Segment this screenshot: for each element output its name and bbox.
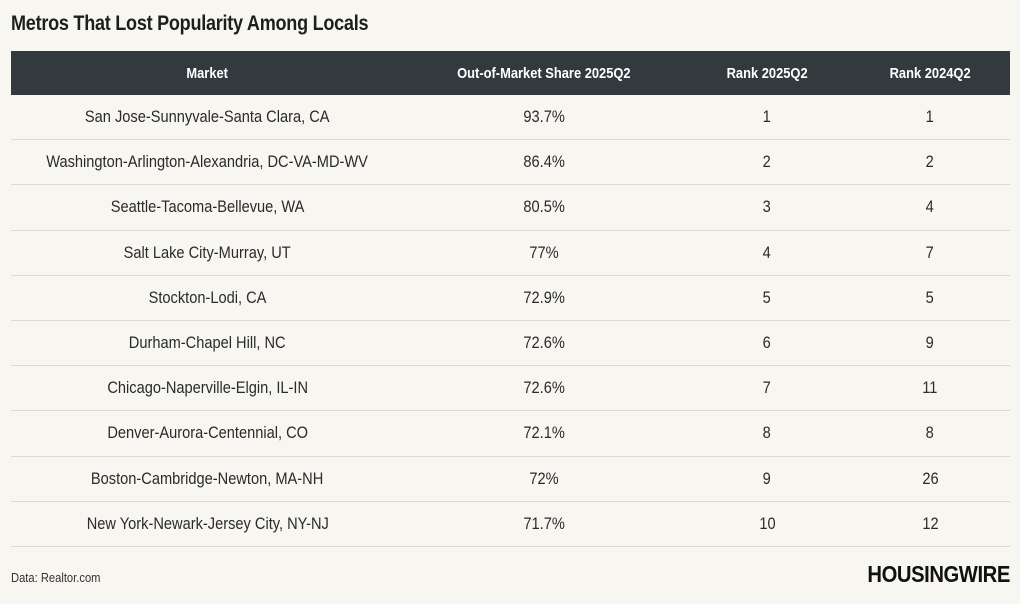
cell-rank-2025q2: 9 xyxy=(762,468,772,488)
table-row: Boston-Cambridge-Newton, MA-NH 72% 9 26 xyxy=(11,457,1010,502)
cell-rank-2024q2: 7 xyxy=(925,242,935,262)
cell-market: Boston-Cambridge-Newton, MA-NH xyxy=(91,468,324,488)
cell-rank-2024q2: 8 xyxy=(925,423,935,443)
cell-market: New York-Newark-Jersey City, NY-NJ xyxy=(86,513,329,533)
table-row: Denver-Aurora-Centennial, CO 72.1% 8 8 xyxy=(11,411,1010,457)
cell-share: 72.1% xyxy=(523,423,565,443)
cell-rank-2025q2: 2 xyxy=(762,152,772,172)
cell-market: San Jose-Sunnyvale-Santa Clara, CA xyxy=(85,107,330,127)
cell-share: 86.4% xyxy=(523,152,565,172)
cell-rank-2024q2: 1 xyxy=(925,107,935,127)
cell-rank-2025q2: 7 xyxy=(762,378,772,398)
cell-market: Washington-Arlington-Alexandria, DC-VA-M… xyxy=(46,152,369,172)
cell-rank-2024q2: 12 xyxy=(921,513,939,533)
cell-market: Salt Lake City-Murray, UT xyxy=(123,242,292,262)
cell-market: Durham-Chapel Hill, NC xyxy=(129,333,286,353)
table-header: Market Out-of-Market Share 2025Q2 Rank 2… xyxy=(11,51,1010,95)
cell-market: Denver-Aurora-Centennial, CO xyxy=(107,423,308,443)
cell-share: 93.7% xyxy=(523,107,565,127)
cell-rank-2025q2: 4 xyxy=(762,242,772,262)
cell-market: Chicago-Naperville-Elgin, IL-IN xyxy=(107,378,308,398)
header-rank-2025q2[interactable]: Rank 2025Q2 xyxy=(726,64,808,82)
cell-rank-2024q2: 11 xyxy=(922,378,938,398)
table-row: Stockton-Lodi, CA 72.9% 5 5 xyxy=(11,276,1010,321)
table-body: San Jose-Sunnyvale-Santa Clara, CA 93.7% 1… xyxy=(11,95,1010,547)
cell-rank-2025q2: 3 xyxy=(762,197,772,217)
header-out-of-market-share[interactable]: Out-of-Market Share 2025Q2 xyxy=(457,64,631,82)
cell-rank-2024q2: 4 xyxy=(925,197,935,217)
table-row: Chicago-Naperville-Elgin, IL-IN 72.6% 7 11 xyxy=(11,366,1010,412)
cell-rank-2025q2: 1 xyxy=(762,107,772,127)
table-row: San Jose-Sunnyvale-Santa Clara, CA 93.7% 1… xyxy=(11,95,1010,141)
cell-share: 80.5% xyxy=(523,197,565,217)
cell-rank-2025q2: 5 xyxy=(762,287,772,307)
page-title: Metros That Lost Popularity Among Locals xyxy=(11,12,369,35)
cell-rank-2024q2: 5 xyxy=(925,287,935,307)
cell-share: 77% xyxy=(529,242,559,262)
cell-rank-2025q2: 6 xyxy=(762,333,772,353)
table-row: Washington-Arlington-Alexandria, DC-VA-M… xyxy=(11,140,1010,186)
header-rank-2024q2[interactable]: Rank 2024Q2 xyxy=(889,64,971,82)
cell-rank-2025q2: 8 xyxy=(762,423,772,443)
cell-rank-2025q2: 10 xyxy=(758,513,776,533)
cell-rank-2024q2: 9 xyxy=(925,333,935,353)
data-table: Market Out-of-Market Share 2025Q2 Rank 2… xyxy=(11,51,1010,547)
header-market[interactable]: Market xyxy=(186,64,229,82)
table-row: Seattle-Tacoma-Bellevue, WA 80.5% 3 4 xyxy=(11,185,1010,231)
table-row: Durham-Chapel Hill, NC 72.6% 6 9 xyxy=(11,321,1010,367)
cell-rank-2024q2: 2 xyxy=(925,152,935,172)
cell-share: 72.6% xyxy=(523,378,565,398)
cell-share: 72.6% xyxy=(523,333,565,353)
cell-market: Stockton-Lodi, CA xyxy=(148,287,267,307)
housingwire-logo: HOUSINGWIRE xyxy=(867,561,1011,587)
table-row: New York-Newark-Jersey City, NY-NJ 71.7% 1… xyxy=(11,502,1010,547)
table-row: Salt Lake City-Murray, UT 77% 4 7 xyxy=(11,231,1010,276)
cell-share: 71.7% xyxy=(523,513,565,533)
data-source: Data: Realtor.com xyxy=(11,570,101,585)
cell-rank-2024q2: 26 xyxy=(921,468,939,488)
cell-share: 72.9% xyxy=(523,287,565,307)
cell-share: 72% xyxy=(529,468,559,488)
cell-market: Seattle-Tacoma-Bellevue, WA xyxy=(110,197,305,217)
